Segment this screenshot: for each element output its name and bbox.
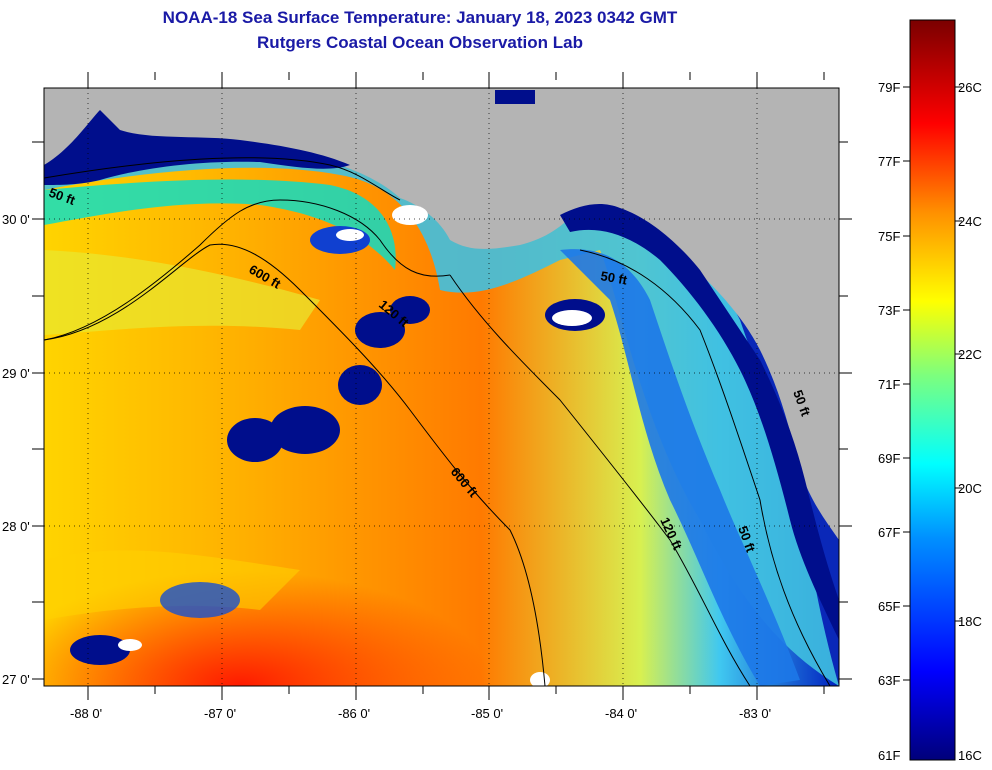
cbar-f-65: 65F (878, 599, 900, 614)
isobaths (44, 157, 831, 686)
lon-label-84: -84 0' (605, 706, 637, 721)
colorbar-f-labels: 79F 77F 75F 73F 71F 69F 67F 65F 63F 61F (878, 80, 900, 763)
lat-label-28: 28 0' (2, 519, 30, 534)
cloud-patches (70, 205, 605, 686)
lat-label-29: 29 0' (2, 366, 30, 381)
cbar-c-22: 22C (958, 347, 982, 362)
lon-label-85: -85 0' (471, 706, 503, 721)
inland-lake (495, 90, 535, 104)
cbar-c-20: 20C (958, 481, 982, 496)
map-title: NOAA-18 Sea Surface Temperature: January… (162, 8, 678, 27)
longitude-labels: -88 0' -87 0' -86 0' -85 0' -84 0' -83 0… (70, 706, 771, 721)
lat-label-30: 30 0' (2, 212, 30, 227)
cbar-f-77: 77F (878, 154, 900, 169)
lon-label-86: -86 0' (338, 706, 370, 721)
cbar-f-61: 61F (878, 748, 900, 763)
cbar-f-69: 69F (878, 451, 900, 466)
cbar-c-16: 16C (958, 748, 982, 763)
cbar-f-67: 67F (878, 525, 900, 540)
cbar-c-26: 26C (958, 80, 982, 95)
latitude-labels: 30 0' 29 0' 28 0' 27 0' (2, 212, 30, 687)
cbar-f-73: 73F (878, 303, 900, 318)
map-subtitle: Rutgers Coastal Ocean Observation Lab (257, 33, 583, 52)
lon-label-88: -88 0' (70, 706, 102, 721)
cbar-f-71: 71F (878, 377, 900, 392)
land (44, 88, 839, 540)
cbar-c-18: 18C (958, 614, 982, 629)
axis-ticks (32, 72, 852, 700)
cbar-f-75: 75F (878, 229, 900, 244)
contour-label-50ft-bigbend: 50 ft (599, 268, 629, 288)
colorbar-c-labels: 26C 24C 22C 20C 18C 16C (958, 80, 982, 763)
map-frame (43, 87, 840, 687)
cbar-f-79: 79F (878, 80, 900, 95)
lon-label-83: -83 0' (739, 706, 771, 721)
colorbar-gradient (909, 19, 956, 761)
cbar-c-24: 24C (958, 214, 982, 229)
cbar-f-63: 63F (878, 673, 900, 688)
colorbar: 79F 77F 75F 73F 71F 69F 67F 65F 63F 61F … (878, 19, 982, 763)
lat-label-27: 27 0' (2, 672, 30, 687)
sst-map: 50 ft 600 ft 120 ft 50 ft 600 ft 120 ft … (44, 88, 839, 686)
lon-label-87: -87 0' (204, 706, 236, 721)
